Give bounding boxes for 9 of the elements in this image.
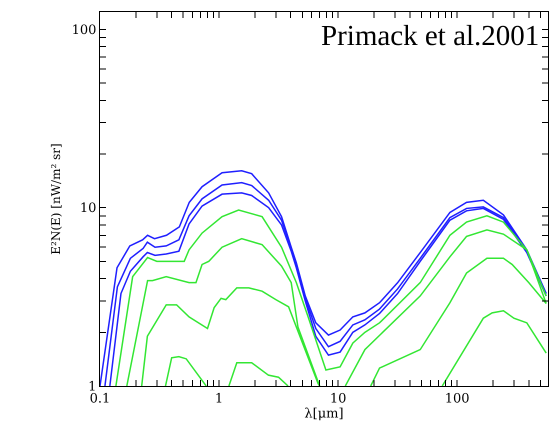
x-tick-label: 100 xyxy=(444,392,470,407)
y-tick-label: 10 xyxy=(80,201,96,216)
x-tick-label: 10 xyxy=(330,392,346,407)
x-axis-title: λ[μm] xyxy=(304,406,344,422)
annotation: Primack et al.2001 xyxy=(321,20,540,52)
x-tick-label: 1 xyxy=(214,392,224,407)
y-axis-title: E²N(E) [nW/m² sr] xyxy=(48,143,63,255)
y-tick-label: 100 xyxy=(72,22,96,38)
x-tick-label: 0.1 xyxy=(90,392,110,407)
